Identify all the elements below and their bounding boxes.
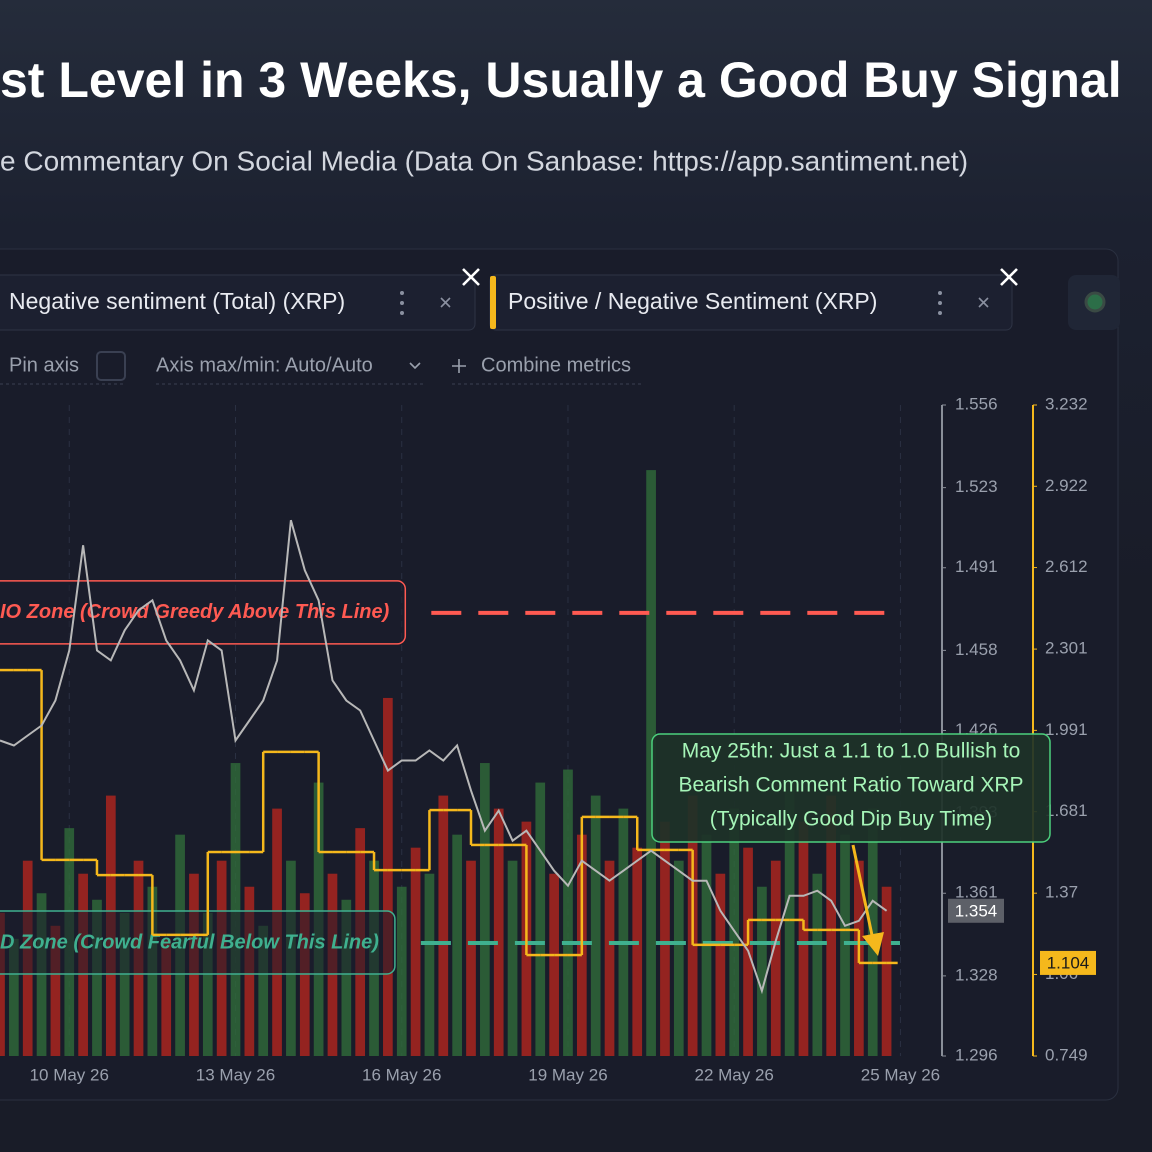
bar [161,938,172,1056]
bar [424,873,435,1056]
bar [507,860,518,1056]
zone-box [0,910,396,975]
tab-menu-icon[interactable] [400,291,404,315]
bar [646,470,656,1057]
y-tick-label: 1.523 [955,477,998,496]
bar [452,834,462,1056]
y-tick-label: 1.296 [955,1045,998,1064]
plot: 10 May 26 13 May 26 16 May 26 19 May 26 22 M… [0,394,1096,1084]
bar [438,795,449,1056]
bar [812,873,823,1056]
price-line [0,519,888,995]
callout-box [651,733,1051,843]
bar [258,925,269,1056]
bar [50,925,61,1056]
bar [618,808,629,1056]
current-value-box [1040,950,1096,975]
bar [202,912,213,1056]
bar [549,873,559,1056]
current-value: 1.354 [955,901,998,920]
bar [563,769,573,1056]
callout-text: (Typically Good Dip Buy Time) [710,808,992,831]
bar [632,847,643,1056]
status-dot [1084,291,1106,313]
bar [715,873,726,1056]
x-tick-label: 22 May 26 [695,1065,774,1084]
bar [410,847,421,1056]
y2-tick-label: 2.922 [1045,476,1088,495]
zone-label: IO Zone (Crowd Greedy Above This Line) [0,601,390,623]
bar [493,808,504,1056]
bar [383,697,393,1056]
title: st Level in 3 Weeks, Usually a Good Buy … [0,52,1122,108]
bar [590,795,601,1056]
bar [535,782,546,1056]
y-tick-label: 1.458 [955,640,998,659]
tab-close[interactable] [978,297,989,308]
bar [480,763,490,1056]
subtitle: e Commentary On Social Media (Data On Sa… [0,145,968,176]
y2-tick-label: 2.612 [1045,557,1088,576]
bar [798,821,809,1056]
bar [9,938,19,1056]
bar [770,860,781,1056]
remove-metric[interactable] [1000,268,1018,286]
tab-label: Positive / Negative Sentiment (XRP) [508,288,877,314]
x-tick-label: 10 May 26 [30,1065,109,1084]
bar [92,899,102,1056]
y-tick-label: 1.328 [955,965,998,984]
y2-tick-label: 1.37 [1045,883,1078,902]
callout-text: May 25th: Just a 1.1 to 1.0 Bullish to [682,740,1021,763]
y2-tick-label: 1.681 [1045,801,1088,820]
y2-tick-label: 2.301 [1045,639,1088,658]
bar [826,795,837,1056]
tab-color [490,276,496,329]
combine-metrics[interactable]: Combine metrics [481,354,631,376]
tab-close[interactable] [440,297,451,308]
plus-icon [452,359,466,373]
bar [757,886,767,1056]
tab-menu-icon[interactable] [938,291,942,315]
callout-text: Bearish Comment Ratio Toward XRP [678,774,1023,797]
bar [604,860,615,1056]
checkbox[interactable] [96,351,126,381]
tab-label: Negative sentiment (Total) (XRP) [9,288,345,314]
x-tick-label: 13 May 26 [196,1065,275,1084]
x-tick-label: 16 May 26 [362,1065,441,1084]
bar [673,860,684,1056]
current-value-box [948,898,1004,923]
zone-box [0,580,407,645]
bar [840,834,850,1056]
pin-axis[interactable]: Pin axis [9,354,79,376]
bar [396,886,407,1056]
bar [341,899,352,1056]
x-tick-label: 19 May 26 [528,1065,607,1084]
bar [660,821,670,1056]
metric-tab[interactable] [0,274,476,331]
bar [0,912,5,1056]
bar [119,912,130,1056]
zone-label: D Zone (Crowd Fearful Below This Line) [0,931,379,953]
y2-tick-label: 1.991 [1045,720,1088,739]
remove-metric[interactable] [462,268,480,286]
x-tick-label: 25 May 26 [861,1065,940,1084]
bar [230,763,241,1056]
y-tick-label: 1.491 [955,557,998,576]
callout-arrow [851,844,875,941]
bar [881,886,892,1056]
current-value: 1.104 [1047,953,1090,972]
callout-arrowhead [862,932,884,956]
y-tick-label: 1.361 [955,883,998,902]
y2-tick-label: 0.749 [1045,1045,1088,1064]
axis-minmax[interactable]: Axis max/min: Auto/Auto [156,354,373,376]
y2-tick-label: 3.232 [1045,394,1088,413]
y-tick-label: 1.556 [955,394,998,413]
bar [466,860,476,1056]
dropdown-icon [409,362,421,370]
